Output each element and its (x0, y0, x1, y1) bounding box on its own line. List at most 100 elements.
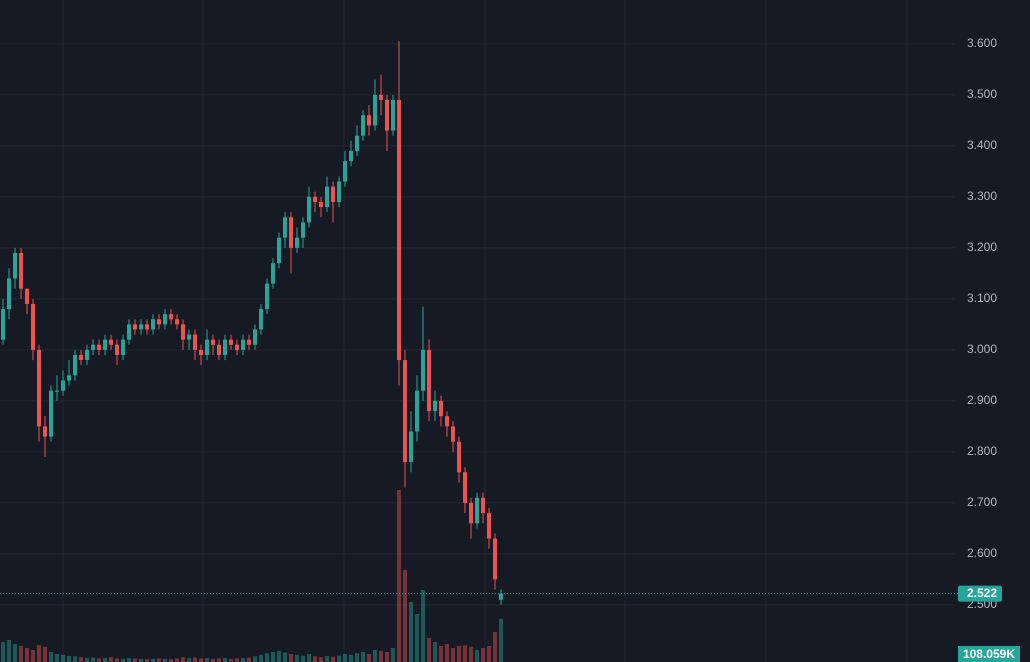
candle-body (313, 196, 317, 202)
plot: 2.5002.6002.7002.8002.9003.0003.1003.200… (0, 36, 1020, 662)
candle-body (403, 360, 407, 463)
candle-body (205, 339, 209, 355)
candle-body (439, 400, 443, 417)
candle-body (115, 344, 119, 355)
volume-bar (1, 642, 5, 662)
candle-body (133, 324, 137, 330)
vertical-grid (62, 0, 908, 662)
candle-body (55, 390, 59, 392)
y-tick-label: 2.600 (967, 546, 997, 560)
volume-bar (31, 650, 35, 662)
candle-body (151, 319, 155, 330)
volume-bar (187, 658, 191, 662)
volume-bar (319, 657, 323, 662)
volume-bar (13, 644, 17, 662)
candle-body (139, 324, 143, 330)
candle-body (181, 324, 185, 340)
volume-bar (193, 657, 197, 662)
volume-bar (397, 490, 401, 662)
volume-bar (307, 654, 311, 662)
candle-body (481, 497, 485, 514)
candle-body (97, 344, 101, 350)
y-tick-label: 3.000 (967, 342, 997, 356)
volume-bar (391, 648, 395, 662)
volume-bar (223, 658, 227, 662)
volume-bar (337, 655, 341, 662)
candle-body (427, 349, 431, 412)
candle-body (463, 472, 467, 503)
candle-body (289, 217, 293, 248)
volume-bar (151, 658, 155, 662)
candle-body (331, 186, 335, 202)
volume-bar (181, 657, 185, 662)
candle-body (367, 115, 371, 126)
candle-body (7, 278, 11, 310)
y-tick-label: 3.300 (967, 189, 997, 203)
volume-bar (271, 652, 275, 662)
candle-body (193, 334, 197, 350)
volume-bar (127, 658, 131, 662)
volume-bar (439, 646, 443, 662)
candle-body (253, 329, 257, 345)
candle-body (145, 324, 149, 330)
volume-bar (49, 652, 53, 662)
candle-body (187, 334, 191, 340)
volume-bar (277, 650, 281, 662)
candle-body (271, 263, 275, 284)
candle-body (325, 186, 329, 208)
volume-bar (175, 658, 179, 662)
candle-body (19, 252, 23, 289)
candle-body (91, 344, 95, 350)
volume-bar (25, 648, 29, 662)
volume-bar (409, 602, 413, 662)
volume-bar (427, 638, 431, 662)
candle-body (343, 161, 347, 182)
candle-body (229, 339, 233, 345)
volume-bar (61, 654, 65, 662)
candle-body (397, 99, 401, 361)
candle-body (49, 390, 53, 437)
candle-body (157, 319, 161, 325)
candle-body (265, 283, 269, 310)
volume-bar (283, 652, 287, 662)
candle-body (499, 593, 503, 600)
y-tick-label: 3.200 (967, 240, 997, 254)
candle-body (433, 400, 437, 412)
volume-bar (295, 654, 299, 662)
volume-bar (55, 654, 59, 662)
candle-body (235, 344, 239, 350)
volume-bar (163, 658, 167, 662)
candle-body (301, 222, 305, 238)
candle-body (355, 135, 359, 151)
candle-body (457, 441, 461, 473)
candle-body (121, 339, 125, 355)
candle-body (283, 217, 287, 238)
volume-bar (445, 644, 449, 662)
candle-body (451, 426, 455, 442)
volume-bar (481, 648, 485, 662)
candle-body (37, 349, 41, 427)
volume-bar (343, 654, 347, 662)
candle-body (85, 349, 89, 361)
volume-bar (169, 659, 173, 662)
volume-bar (229, 658, 233, 662)
candle-body (277, 237, 281, 264)
candle-body (43, 426, 47, 437)
volume-bar (157, 658, 161, 662)
candle-body (61, 380, 65, 391)
volume-bar (67, 656, 71, 662)
y-tick-label: 3.400 (967, 138, 997, 152)
candle-body (469, 502, 473, 524)
candle-body (409, 431, 413, 463)
candle-body (373, 94, 377, 126)
candle-body (493, 538, 497, 580)
volume-bar (379, 650, 383, 662)
candle-body (223, 339, 227, 355)
volume-bar (475, 650, 479, 662)
y-tick-label: 3.500 (967, 87, 997, 101)
volume-bar (217, 658, 221, 662)
volume-bar (385, 652, 389, 662)
candle-body (361, 115, 365, 136)
volume-bar (433, 642, 437, 662)
